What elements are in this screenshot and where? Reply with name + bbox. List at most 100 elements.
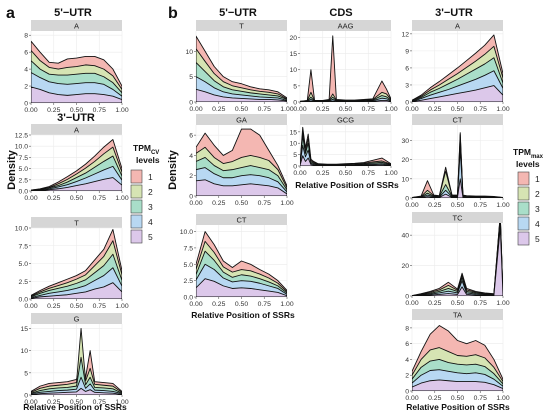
y-tick-label: 6: [405, 65, 409, 72]
legend-b-swatch-5: [517, 231, 530, 246]
legend-b-title-main: TPM: [513, 147, 531, 157]
x-tick-label: 0.50: [451, 202, 464, 209]
y-tick-label: 0: [405, 389, 409, 396]
x-tick-label: 1.00: [496, 202, 509, 209]
panel-b_3utr_CT: CT 0 10 20 30 0.00 0.25 0.50 0.75 1.00: [401, 114, 510, 209]
x-axis-label-b-3utr: Relative Position of SSRs: [406, 402, 510, 412]
y-tick-label: 5: [189, 74, 193, 81]
x-tick-label: 0.75: [474, 106, 487, 113]
legend-a-swatch-1: [130, 169, 143, 184]
x-tick-label: 0.00: [405, 202, 418, 209]
density-area-level-5: [300, 99, 391, 102]
x-tick-label: 1.00: [384, 106, 397, 113]
y-tick-label: 5: [24, 370, 28, 377]
x-tick-label: 0.75: [258, 301, 271, 308]
panel-b_3utr_TC: TC 0 20 40 0.00 0.25 0.50 0.75 1.00: [401, 212, 510, 307]
panel-b_cds_GCG: GCG 0 5 10 15 0.00 0.25 0.50 0.75 1.00: [289, 114, 398, 177]
y-tick-label: 10: [185, 49, 193, 56]
legend-a-swatch-4: [130, 214, 143, 229]
density-area-level-5: [31, 86, 122, 103]
y-tick-label: 0: [293, 100, 297, 107]
x-tick-label: 0.50: [339, 170, 352, 177]
density-layers: [412, 132, 503, 198]
facet-strip: [412, 114, 503, 125]
y-tick-label: 0: [24, 393, 28, 400]
x-tick-label: 0.00: [24, 399, 37, 406]
density-layers: [412, 223, 503, 296]
heading-a-5utr: 5'−UTR: [54, 7, 92, 19]
x-tick-label: 0.25: [428, 202, 441, 209]
legend-a-label-2: 2: [148, 187, 153, 197]
x-tick-label: 1.00: [384, 170, 397, 177]
density-layers: [412, 34, 503, 102]
panel-a_3utr_T: T 0.0 2.5 5.0 7.5 10.0 0.00 0.25 0.50 0.75 1.00: [15, 217, 129, 310]
legend-b-swatch-1: [517, 171, 530, 186]
x-tick-label: 0.50: [70, 107, 83, 114]
density-area-level-5: [300, 155, 391, 166]
panel-a-letter: a: [6, 5, 15, 22]
facet-title: CT: [237, 216, 247, 225]
facet-title: CT: [453, 116, 463, 125]
density-area-level-4: [300, 97, 391, 102]
density-layers: [31, 228, 122, 299]
y-tick-label: 4: [189, 153, 193, 160]
legend-a-title-main: TPM: [133, 143, 151, 153]
x-tick-label: 0.50: [70, 399, 83, 406]
density-area-level-5: [196, 278, 287, 297]
density-area-level-5: [196, 88, 287, 102]
panel-b_5utr_CT: CT 0.0 2.5 5.0 7.5 10.0 0.00 0.25 0.50 0.75 1.00: [180, 214, 294, 308]
x-tick-label: 0.75: [93, 107, 106, 114]
x-tick-label: 0.75: [474, 202, 487, 209]
x-tick-label: 0.75: [474, 395, 487, 402]
x-tick-label: 0.25: [212, 106, 225, 113]
y-tick-label: 40: [401, 233, 409, 240]
x-tick-label: 0.25: [316, 170, 329, 177]
facet-strip: [196, 214, 287, 225]
density-layers: [300, 126, 391, 166]
x-tick-label: 0.75: [474, 300, 487, 307]
density-area-level-5: [412, 85, 503, 102]
heading-b-5utr: 5'−UTR: [219, 7, 257, 19]
facet-strip: [31, 20, 122, 31]
legend-a-label-1: 1: [148, 172, 153, 182]
x-tick-label: 0.00: [189, 301, 202, 308]
panel-a_5utr_G: G 0 5 10 15 0.00 0.25 0.50 0.75 1.00: [20, 313, 129, 406]
y-tick-label: 8: [405, 325, 409, 332]
legend-a-title-levels: levels: [136, 155, 160, 165]
y-tick-label: 8: [24, 33, 28, 40]
y-tick-label: 7.5: [19, 243, 29, 250]
legend-b-swatch-2: [517, 186, 530, 201]
y-tick-label: 10.0: [15, 144, 28, 151]
x-tick-label: 1.00: [496, 106, 509, 113]
x-tick-label: 1.00: [280, 301, 293, 308]
panel-b_3utr_TA: TA 0 2 4 6 8 0.00 0.25 0.50 0.75 1.00: [405, 309, 510, 402]
x-tick-label: 0.00: [405, 395, 418, 402]
x-tick-label: 0.75: [93, 303, 106, 310]
x-tick-label: 0.50: [451, 300, 464, 307]
facet-strip: [31, 124, 122, 135]
facet-strip: [196, 114, 287, 125]
y-tick-label: 30: [401, 138, 409, 145]
y-tick-label: 2.5: [19, 279, 29, 286]
y-tick-label: 5.0: [19, 261, 29, 268]
x-tick-label: 0.25: [47, 107, 60, 114]
panel-b_cds_AAG: AAG 0 5 10 15 20 0.00 0.25 0.50 0.75 1.00: [289, 20, 398, 113]
legend-b-label-1: 1: [535, 174, 540, 184]
facet-strip: [412, 212, 503, 223]
legend-a-title-sub: CV: [151, 150, 159, 156]
x-tick-label: 0.25: [428, 300, 441, 307]
x-tick-label: 0.50: [235, 200, 248, 207]
x-tick-label: 0.25: [428, 395, 441, 402]
y-tick-label: 5.0: [184, 262, 194, 269]
x-tick-label: 0.50: [70, 195, 83, 202]
facet-title: A: [74, 126, 79, 135]
x-tick-label: 0.75: [362, 170, 375, 177]
y-tick-label: 3: [405, 82, 409, 89]
panel-b_3utr_A: A 0 3 6 9 12 0.00 0.25 0.50 0.75 1.00: [401, 20, 510, 113]
x-tick-label: 0.00: [405, 106, 418, 113]
panel-a_3utr_A: A 0.0 2.5 5.0 7.5 10.0 12.5 0.00 0.25 0.50 0.75 1.0…: [15, 124, 129, 202]
y-tick-label: 7.5: [19, 155, 29, 162]
x-tick-label: 0.75: [93, 399, 106, 406]
y-tick-label: 12: [401, 31, 409, 38]
x-tick-label: 1.00: [115, 195, 128, 202]
